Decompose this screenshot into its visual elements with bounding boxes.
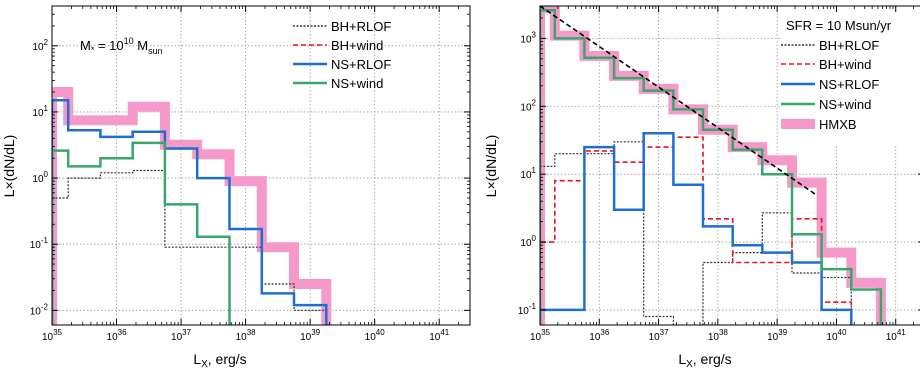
right-x-tick-label: 1035 <box>530 328 551 343</box>
right-plot-frame <box>539 5 920 326</box>
left-series-ns-rlof <box>52 99 328 325</box>
left-legend-label-ns-rlof: NS+RLOF <box>331 57 391 72</box>
left-y-axis-label: L×(dN/dL) <box>1 135 17 198</box>
left-grid <box>52 6 470 325</box>
right-y-tick-labels: 10-1 100 101 102 103 <box>518 30 537 317</box>
right-y-tick-label: 100 <box>520 234 536 249</box>
left-y-tick-labels: 10-2 10-1 100 101 102 <box>30 38 49 318</box>
left-x-tick-label: 1039 <box>300 328 321 343</box>
right-y-axis-label: L×(dN/dL) <box>483 135 499 198</box>
left-ticks <box>51 6 470 325</box>
right-x-tick-label: 1040 <box>826 328 847 343</box>
left-y-tick-label: 101 <box>32 104 48 119</box>
left-series-layer <box>52 87 332 325</box>
left-legend: BH+RLOF BH+wind NS+RLOF NS+wind <box>293 19 391 91</box>
right-legend-label-ns-wind: NS+wind <box>819 97 871 112</box>
left-legend-label-ns-wind: NS+wind <box>331 76 383 91</box>
right-legend: BH+RLOF BH+wind NS+RLOF NS+wind HMXB <box>781 38 879 132</box>
left-y-tick-label: 100 <box>32 170 48 185</box>
right-legend-label-bh-wind: BH+wind <box>819 57 871 72</box>
left-x-tick-label: 1041 <box>429 328 450 343</box>
right-x-tick-label: 1037 <box>649 328 670 343</box>
right-y-tick-label: 102 <box>520 98 536 113</box>
left-legend-label-bh-wind: BH+wind <box>331 38 383 53</box>
right-y-tick-label: 103 <box>520 30 536 45</box>
right-ticks <box>539 6 920 325</box>
right-y-tick-label: 101 <box>520 166 536 181</box>
left-x-tick-labels: 1035 1036 1037 1038 1039 1040 1041 <box>42 328 450 343</box>
right-series-bh-wind <box>540 136 853 325</box>
left-x-tick-label: 1037 <box>171 328 192 343</box>
right-legend-label-bh-rlof: BH+RLOF <box>819 38 879 53</box>
left-series-ns-wind <box>52 141 231 325</box>
left-x-tick-label: 1035 <box>42 328 63 343</box>
right-sfr-annotation: SFR = 10 Msun/yr <box>786 18 892 33</box>
right-x-tick-label: 1036 <box>589 328 610 343</box>
right-series-ns-wind <box>540 8 883 325</box>
right-series-bh-rlof <box>540 141 852 325</box>
right-x-axis-label: LX, erg/s <box>678 351 731 370</box>
left-y-tick-label: 10-1 <box>30 236 49 251</box>
left-x-axis-label: LX, erg/s <box>193 351 246 370</box>
right-y-tick-label: 10-1 <box>518 302 537 317</box>
left-y-tick-label: 102 <box>32 38 48 53</box>
right-series-layer <box>540 6 886 325</box>
right-panel: 10-1 100 101 102 103 1035 1036 1037 1038 1039 104… <box>483 5 920 370</box>
left-y-tick-label: 10-2 <box>30 302 49 317</box>
left-plot-frame <box>51 5 471 326</box>
right-x-tick-label: 1038 <box>708 328 729 343</box>
right-legend-label-ns-rlof: NS+RLOF <box>819 77 879 92</box>
left-legend-label-bh-rlof: BH+RLOF <box>331 19 391 34</box>
left-x-tick-label: 1038 <box>236 328 257 343</box>
left-series-bh-rlof <box>52 169 327 325</box>
right-legend-label-hmxb: HMXB <box>819 117 857 132</box>
right-x-tick-label: 1039 <box>767 328 788 343</box>
right-series-ns-rlof <box>540 132 853 325</box>
left-x-tick-label: 1040 <box>365 328 386 343</box>
left-x-tick-label: 1036 <box>107 328 128 343</box>
left-mass-annotation: M* = 1010 Msun <box>80 36 163 56</box>
right-x-tick-labels: 1035 1036 1037 1038 1039 1040 1041 <box>530 328 906 343</box>
right-x-tick-label: 1041 <box>886 328 907 343</box>
